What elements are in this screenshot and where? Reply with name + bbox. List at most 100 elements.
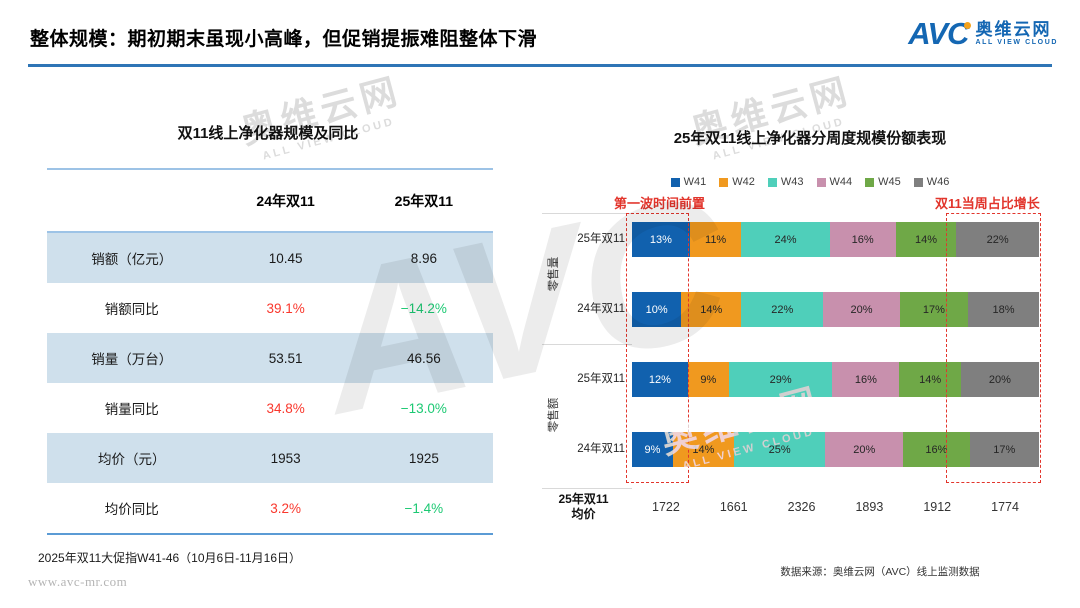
table-row: 均价（元） 1953 1925 (47, 433, 493, 483)
bar-segment-w44: 16% (832, 362, 900, 397)
avc-logo-text: 奥维云网 ALL VIEW CLOUD (975, 20, 1058, 48)
chart-title: 25年双11线上净化器分周度规模份额表现 (673, 130, 947, 147)
bar-segment-w46: 17% (969, 432, 1039, 467)
legend-label: W42 (732, 176, 755, 188)
bar-segment-w45: 14% (899, 362, 961, 397)
stacked-bar-value-24: 9% 14% 25% 20% 16% 17% (632, 432, 1039, 467)
bar-segment-w42: 11% (689, 222, 742, 257)
bar-segment-w46: 18% (967, 292, 1039, 327)
highlight-box-week46 (946, 213, 1041, 483)
table-title: 双11线上净化器规模及同比 (177, 125, 359, 142)
annotation-left: 第一波时间前置 (614, 196, 706, 211)
bar-segment-w43: 22% (741, 292, 824, 327)
cell-24: 53.51 (268, 350, 303, 366)
avg-price-label-line1: 25年双11 (558, 492, 609, 506)
group-divider (542, 488, 632, 489)
bar-segment-w41: 12% (632, 362, 688, 397)
legend-item-w46: W46 (913, 176, 950, 188)
stacked-bar-value-25: 12% 9% 29% 16% 14% 20% (632, 362, 1039, 397)
cell-24-yoy: 34.8% (266, 400, 305, 416)
cell-24-yoy: 39.1% (266, 300, 305, 316)
avg-price-value: 1893 (855, 500, 884, 514)
avc-logo-abbr: AVC (908, 16, 969, 51)
group-divider (542, 213, 632, 214)
table-row: 销量同比 34.8% −13.0% (47, 383, 493, 433)
row-label: 销额（亿元） (91, 252, 173, 267)
bar-segment-w41: 10% (632, 292, 682, 327)
row-label: 销量同比 (104, 402, 159, 417)
bar-segment-w42: 14% (672, 432, 734, 467)
legend-swatch-icon (670, 177, 680, 187)
bar-segment-w41: 13% (632, 222, 690, 257)
bar-row-label: 25年双11 (577, 373, 625, 385)
table-row: 均价同比 3.2% −1.4% (47, 483, 493, 533)
cell-25-yoy: −1.4% (404, 500, 444, 516)
axis-group-label-volume: 零售量 (548, 256, 560, 292)
website-url: www.avc-mr.com (28, 574, 128, 589)
cell-25: 46.56 (406, 350, 441, 366)
stacked-bar-volume-24: 10% 14% 22% 20% 17% 18% (632, 292, 1039, 327)
page-title: 整体规模：期初期末虽现小高峰，但促销提振难阻整体下滑 (30, 29, 538, 50)
bar-row-label: 24年双11 (577, 303, 625, 315)
legend-item-w44: W44 (816, 176, 853, 188)
annotation-right: 双11当周占比增长 (935, 196, 1040, 211)
bar-segment-w43: 24% (741, 222, 830, 257)
avg-price-value: 2326 (787, 500, 816, 514)
avg-price-value: 1774 (991, 500, 1019, 514)
avc-logo-mark: AVC (908, 16, 972, 51)
row-label: 均价同比 (104, 502, 159, 517)
bar-segment-w43: 29% (728, 362, 833, 397)
logo-name-cn: 奥维云网 (975, 19, 1052, 39)
legend-label: W41 (683, 176, 707, 188)
column-header-24: 24年双11 (256, 192, 315, 209)
bar-row-label: 24年双11 (577, 443, 625, 455)
legend-swatch-icon (865, 177, 875, 187)
highlight-box-first-wave (626, 213, 689, 483)
bar-segment-w46: 22% (956, 222, 1040, 257)
header-divider (28, 64, 1052, 67)
legend-swatch-icon (719, 177, 729, 187)
metrics-table: 24年双11 25年双11 销额（亿元） 10.45 8.96 销额同比 39.… (47, 168, 493, 535)
legend-label: W45 (878, 176, 901, 188)
cell-24: 1953 (270, 450, 301, 466)
avg-price-value: 1661 (719, 500, 748, 514)
watermark: 奥维云网 ALL VIEW CLOUD (235, 62, 410, 166)
chart-legend: W41 W42 W43 W44 W45 W46 (560, 176, 1060, 188)
data-source: 数据来源：奥维云网（AVC）线上监测数据 (780, 566, 980, 578)
legend-item-w42: W42 (719, 176, 755, 188)
cell-24: 10.45 (268, 250, 303, 266)
avg-price-label-line2: 均价 (571, 507, 596, 521)
avg-price-label: 25年双11 均价 (542, 492, 625, 522)
group-divider (542, 344, 632, 345)
avg-price-value: 1912 (923, 500, 952, 514)
avg-price-row: 1722 1661 2326 1893 1912 1774 (632, 500, 1039, 514)
table-row: 销量（万台） 53.51 46.56 (47, 333, 493, 383)
legend-swatch-icon (767, 177, 777, 187)
cell-25: 1925 (408, 450, 439, 466)
avg-price-value: 1722 (652, 500, 680, 514)
legend-label: W46 (926, 176, 950, 188)
legend-label: W44 (829, 176, 853, 188)
bar-segment-w44: 20% (825, 432, 904, 467)
bar-row-label: 25年双11 (577, 233, 625, 245)
legend-swatch-icon (913, 177, 923, 187)
legend-swatch-icon (816, 177, 826, 187)
bar-segment-w44: 16% (829, 222, 896, 257)
table-row: 销额同比 39.1% −14.2% (47, 283, 493, 333)
row-label: 均价（元） (97, 452, 166, 467)
bar-segment-w45: 16% (903, 432, 970, 467)
bar-segment-w45: 17% (899, 292, 968, 327)
logo-dot-icon (964, 22, 972, 29)
axis-group-label-value: 零售额 (548, 397, 560, 433)
avc-logo: AVC 奥维云网 ALL VIEW CLOUD (908, 18, 1058, 49)
bar-segment-w46: 20% (960, 362, 1039, 397)
bar-segment-w41: 9% (632, 432, 673, 467)
legend-label: W43 (780, 176, 804, 188)
legend-item-w43: W43 (767, 176, 804, 188)
legend-item-w41: W41 (670, 176, 707, 188)
row-label: 销量（万台） (91, 352, 173, 367)
cell-25-yoy: −14.2% (400, 300, 447, 316)
column-header-25: 25年双11 (394, 192, 454, 209)
logo-name-en: ALL VIEW CLOUD (975, 39, 1058, 47)
